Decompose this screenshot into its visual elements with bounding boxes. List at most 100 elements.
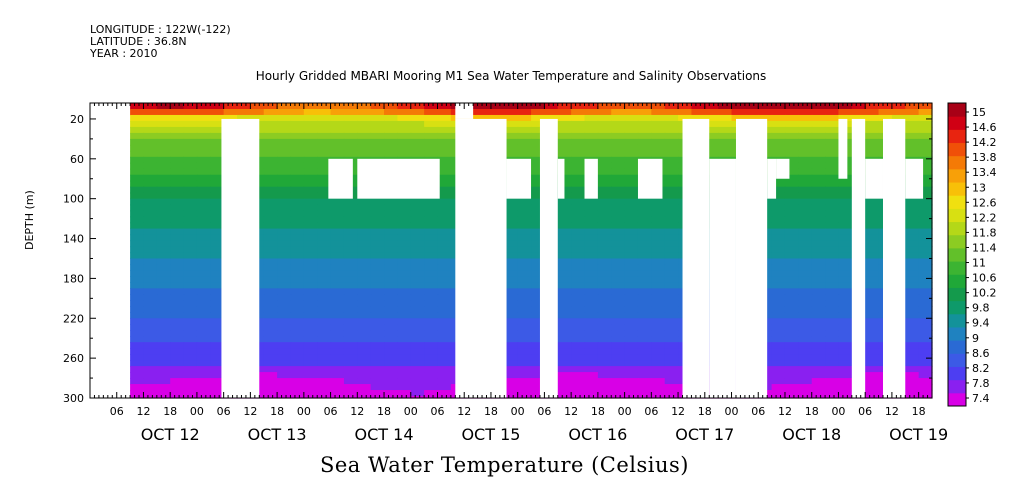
heatmap-cell: [277, 372, 292, 379]
heatmap-cell: [424, 120, 439, 128]
heatmap-cell: [825, 246, 840, 254]
heatmap-cell: [156, 246, 171, 254]
heatmap-cell: [584, 330, 599, 337]
heatmap-cell: [303, 103, 318, 110]
heatmap-cell: [784, 324, 799, 331]
heatmap-cell: [811, 318, 826, 325]
heatmap-cell: [156, 330, 171, 337]
heatmap-cell: [664, 318, 679, 325]
heatmap-cell: [357, 348, 372, 355]
heatmap-cell: [370, 282, 385, 289]
heatmap-cell: [170, 336, 185, 343]
heatmap-cell: [357, 294, 372, 301]
heatmap-cell: [811, 216, 826, 224]
heatmap-cell: [571, 390, 586, 397]
heatmap-cell: [130, 294, 145, 301]
heatmap-cell: [798, 354, 813, 361]
heatmap-cell: [624, 246, 639, 254]
x-date-label: OCT 15: [461, 425, 520, 444]
heatmap-cell: [437, 144, 452, 152]
heatmap-cell: [517, 144, 532, 152]
heatmap-cell: [865, 390, 880, 397]
heatmap-cell: [584, 306, 599, 313]
heatmap-cell: [490, 114, 505, 122]
heatmap-cell: [865, 258, 880, 266]
heatmap-cell: [571, 168, 586, 176]
heatmap-cell: [170, 216, 185, 224]
heatmap-cell: [517, 138, 532, 146]
heatmap-cell: [210, 336, 225, 343]
heatmap-cell: [263, 168, 278, 176]
heatmap-cell: [891, 103, 906, 110]
heatmap-cell: [130, 330, 145, 337]
heatmap-cell: [504, 276, 519, 283]
heatmap-cell: [798, 300, 813, 307]
heatmap-cell: [905, 300, 920, 307]
heatmap-cell: [263, 312, 278, 319]
heatmap-cell: [303, 390, 318, 397]
heatmap-cell: [664, 204, 679, 212]
heatmap-cell: [437, 318, 452, 325]
heatmap-cell: [784, 354, 799, 361]
heatmap-cell: [571, 348, 586, 355]
heatmap-cell: [584, 264, 599, 272]
heatmap-cell: [130, 246, 145, 254]
heatmap-cell: [744, 114, 759, 122]
heatmap-cell: [303, 150, 318, 158]
heatmap-cell: [437, 300, 452, 307]
heatmap-cell: [557, 144, 572, 152]
heatmap-cell: [317, 198, 332, 206]
heatmap-cell: [651, 108, 666, 116]
heatmap-cell: [865, 360, 880, 367]
heatmap-cell: [651, 390, 666, 397]
heatmap-cell: [517, 294, 532, 301]
heatmap-cell: [210, 354, 225, 361]
heatmap-cell: [504, 204, 519, 212]
heatmap-cell: [370, 270, 385, 278]
heatmap-cell: [384, 300, 398, 307]
heatmap-cell: [397, 270, 412, 278]
heatmap-cell: [624, 210, 639, 218]
heatmap-cell: [343, 396, 358, 399]
heatmap-cell: [290, 186, 305, 194]
heatmap-cell: [143, 396, 158, 399]
heatmap-cell: [838, 348, 853, 355]
heatmap-cell: [410, 228, 425, 236]
footer-label: Sea Water Temperature (Celsius): [319, 453, 689, 477]
heatmap-cell: [130, 282, 145, 289]
heatmap-cell: [531, 168, 546, 176]
heatmap-cell: [183, 330, 198, 337]
heatmap-cell: [531, 228, 546, 236]
heatmap-cell: [210, 348, 225, 355]
heatmap-cell: [437, 216, 452, 224]
heatmap-cell: [384, 210, 398, 218]
heatmap-cell: [370, 234, 385, 242]
heatmap-cell: [357, 126, 372, 134]
heatmap-cell: [637, 264, 652, 272]
heatmap-cell: [597, 336, 612, 343]
colorbar-swatch: [948, 340, 966, 354]
heatmap-cell: [624, 150, 639, 158]
heatmap-cell: [651, 348, 666, 355]
heatmap-cell: [196, 258, 211, 266]
heatmap-cell: [584, 103, 599, 110]
heatmap-cell: [210, 390, 225, 397]
colorbar-swatch: [948, 142, 966, 157]
heatmap-cell: [597, 282, 612, 289]
heatmap-cell: [343, 216, 358, 224]
heatmap-cell: [504, 318, 519, 325]
heatmap-cell: [811, 132, 826, 140]
heatmap-cell: [584, 126, 599, 134]
heatmap-cell: [170, 300, 185, 307]
heatmap-cell: [196, 108, 211, 116]
heatmap-cell: [905, 228, 920, 236]
heatmap-cell: [170, 126, 185, 134]
heatmap-cell: [384, 114, 398, 122]
colorbar-swatch: [948, 353, 966, 367]
heatmap-cell: [143, 228, 158, 236]
heatmap-cell: [410, 240, 425, 248]
heatmap-cell: [343, 210, 358, 218]
heatmap-cell: [130, 156, 145, 164]
heatmap-cell: [277, 150, 292, 158]
heatmap-cell: [611, 103, 626, 110]
